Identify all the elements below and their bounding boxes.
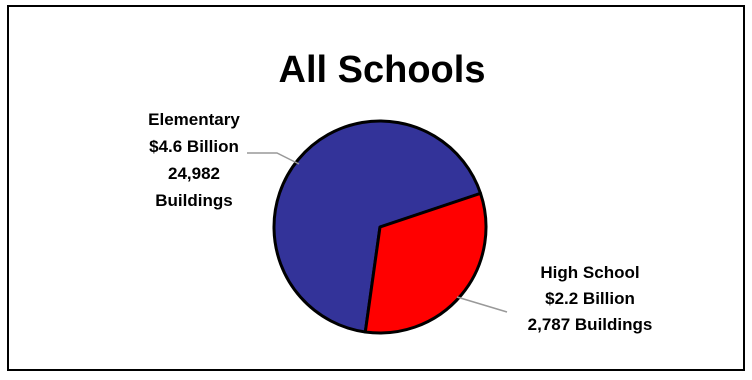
- high-school-buildings-label: 2,787 Buildings: [528, 315, 653, 334]
- elementary-buildings-count: 24,982: [168, 164, 220, 183]
- high-school-value-label: $2.2 Billion: [545, 289, 635, 308]
- chart-title: All Schools: [279, 49, 486, 91]
- elementary-leader-line: [247, 152, 300, 165]
- pie-slice-elementary: [272, 119, 483, 334]
- pie-chart: All Schools Elementary $4.6 Billion 24,9…: [148, 49, 653, 335]
- pie-slice-high-school: [363, 191, 488, 335]
- elementary-category-label: Elementary: [148, 110, 240, 129]
- pie-slices: [272, 119, 488, 335]
- high-school-leader-line: [456, 296, 508, 313]
- elementary-value-label: $4.6 Billion: [149, 137, 239, 156]
- chart-frame: All Schools Elementary $4.6 Billion 24,9…: [7, 5, 745, 371]
- high-school-category-label: High School: [540, 263, 639, 282]
- elementary-buildings-unit: Buildings: [155, 191, 232, 210]
